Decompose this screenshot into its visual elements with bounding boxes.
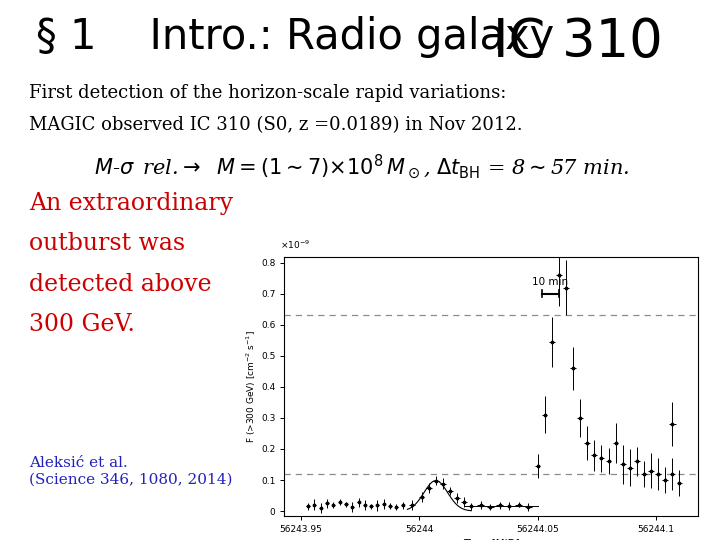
Text: First detection of the horizon-scale rapid variations:: First detection of the horizon-scale rap…: [29, 84, 506, 102]
Text: An extraordinary: An extraordinary: [29, 192, 233, 215]
Text: $M$-$\sigma\,$ rel.$\rightarrow$  $M$$=$$(1{\sim}7){\times}10^8\,M_\odot$, $\Del: $M$-$\sigma\,$ rel.$\rightarrow$ $M$$=$$…: [94, 152, 629, 180]
Text: Aleksić et al.
(Science 346, 1080, 2014): Aleksić et al. (Science 346, 1080, 2014): [29, 456, 233, 487]
Text: 300 GeV.: 300 GeV.: [29, 313, 135, 336]
Text: MAGIC observed IC 310 (S0, z =0.0189) in Nov 2012.: MAGIC observed IC 310 (S0, z =0.0189) in…: [29, 116, 523, 134]
Text: 10 min: 10 min: [532, 277, 569, 287]
Text: § 1    Intro.: Radio galaxy: § 1 Intro.: Radio galaxy: [36, 16, 567, 58]
Y-axis label: F (>300 GeV) [cm$^{-2}$ s$^{-1}$]: F (>300 GeV) [cm$^{-2}$ s$^{-1}$]: [245, 329, 258, 443]
Text: detected above: detected above: [29, 273, 212, 296]
Text: $\times10^{-9}$: $\times10^{-9}$: [280, 239, 310, 251]
Text: outburst was: outburst was: [29, 232, 185, 255]
X-axis label: Time [MJD]: Time [MJD]: [463, 539, 520, 540]
Text: IC 310: IC 310: [493, 16, 663, 68]
